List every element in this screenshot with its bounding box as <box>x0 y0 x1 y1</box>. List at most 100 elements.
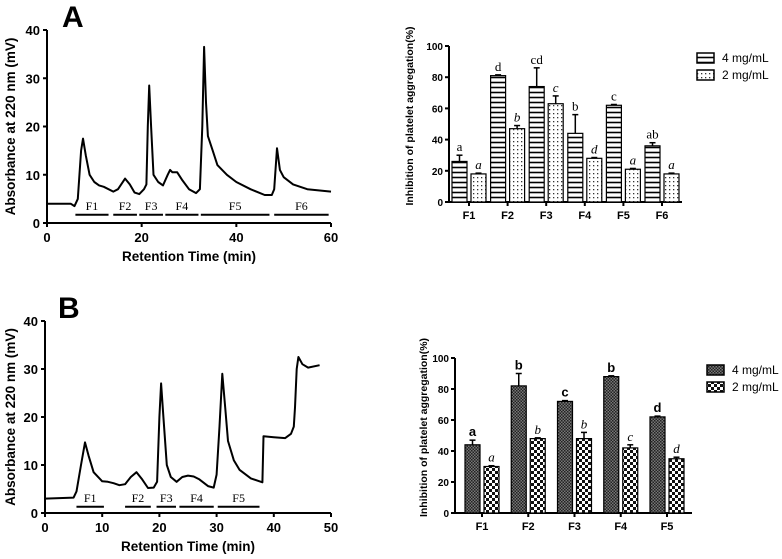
y-tick-label: 20 <box>432 167 444 178</box>
x-tick-label: 30 <box>209 520 223 535</box>
significance-letter: a <box>475 157 482 172</box>
y-tick-label: 40 <box>432 136 444 147</box>
bar-4-mg-mL-F5 <box>649 416 666 514</box>
fraction-label: F6 <box>295 199 308 213</box>
x-tick-label: F5 <box>617 210 630 222</box>
x-tick-label: F6 <box>656 210 669 222</box>
significance-letter: d <box>673 441 680 456</box>
y-tick-label: 0 <box>443 509 449 520</box>
y-tick-label: 60 <box>432 104 444 115</box>
significance-letter: a <box>469 424 477 439</box>
y-tick-label: 40 <box>24 314 38 329</box>
x-axis-title: Retention Time (min) <box>122 249 256 264</box>
bar-4-mg-mL-F5 <box>605 104 623 203</box>
bar-2-mg-mL-F2 <box>529 438 546 514</box>
x-tick-label: 20 <box>152 520 166 535</box>
x-tick-label: F5 <box>661 521 674 533</box>
x-tick-label: 10 <box>95 520 109 535</box>
y-axis-title: Absorbance at 220 nm (mV) <box>3 38 18 216</box>
legend-swatch <box>706 381 725 393</box>
y-tick-label: 20 <box>438 478 450 489</box>
significance-letter: ab <box>646 127 658 142</box>
x-tick-label: F2 <box>522 521 535 533</box>
x-tick-label: 0 <box>43 230 50 245</box>
y-tick-label: 80 <box>432 73 444 84</box>
significance-letter: c <box>611 89 617 104</box>
y-tick-label: 30 <box>24 362 38 377</box>
legend-swatch <box>706 364 725 376</box>
significance-letter: a <box>457 139 463 154</box>
chromatogram-a: 0 20 40 60 0 10 20 30 40 Retention Time (min) Abso… <box>3 23 338 264</box>
x-tick-label: 0 <box>41 520 48 535</box>
x-tick-label: F2 <box>501 210 514 222</box>
y-tick-label: 10 <box>24 458 38 473</box>
significance-letter: b <box>607 360 615 375</box>
y-tick-label: 30 <box>26 71 40 86</box>
significance-letter: c <box>561 385 568 400</box>
legend-swatch <box>696 52 715 64</box>
x-tick-label: F4 <box>614 521 628 533</box>
bar-4-mg-mL-F3 <box>556 400 574 514</box>
bar-4-mg-mL-F1 <box>451 160 468 203</box>
bar-chart-a: 0 20 40 60 80 100 Inhibition of platelet aggre… <box>404 26 769 222</box>
x-tick-label: F1 <box>476 521 489 533</box>
y-tick-label: 40 <box>438 447 450 458</box>
y-axis-title: Inhibition of platelet aggregation(%) <box>418 338 430 517</box>
y-tick-label: 10 <box>26 168 40 183</box>
y-tick-label: 20 <box>24 410 38 425</box>
x-tick-label: 40 <box>229 230 243 245</box>
significance-letter: c <box>553 80 559 95</box>
x-tick-label: 60 <box>324 230 338 245</box>
fraction-label: F2 <box>119 199 132 213</box>
bar-4-mg-mL-F1 <box>464 444 481 514</box>
fraction-label: F3 <box>145 199 158 213</box>
bar-4-mg-mL-F6 <box>644 145 661 203</box>
fraction-label: F4 <box>176 199 189 213</box>
x-axis-title: Retention Time (min) <box>121 539 255 554</box>
legend-label: 2 mg/mL <box>722 68 769 82</box>
x-tick-label: F1 <box>463 210 476 222</box>
fraction-label: F2 <box>132 491 145 505</box>
significance-letter: a <box>668 157 675 172</box>
significance-letter: d <box>654 400 662 415</box>
y-tick-label: 100 <box>426 42 443 53</box>
significance-letter: b <box>572 99 579 114</box>
bar-2-mg-mL-F5 <box>624 168 642 203</box>
fraction-label: F5 <box>229 199 242 213</box>
legend-label: 4 mg/mL <box>722 51 769 65</box>
y-tick-label: 0 <box>437 198 443 209</box>
y-tick-label: 40 <box>26 23 40 38</box>
bar-4-mg-mL-F4 <box>603 376 620 514</box>
panel-label-b: B <box>58 292 80 325</box>
significance-letter: d <box>495 59 502 74</box>
bar-2-mg-mL-F3 <box>575 438 593 514</box>
bar-2-mg-mL-F3 <box>547 103 564 203</box>
fraction-label: F1 <box>86 199 99 213</box>
y-axis-title: Inhibition of platelet aggregation(%) <box>404 26 416 205</box>
fraction-label: F1 <box>84 491 97 505</box>
y-tick-label: 60 <box>438 416 450 427</box>
significance-letter: b <box>581 416 588 431</box>
significance-letter: b <box>514 110 521 125</box>
bar-2-mg-mL-F1 <box>483 465 500 514</box>
bar-2-mg-mL-F2 <box>509 128 526 203</box>
x-tick-label: 50 <box>324 520 338 535</box>
significance-letter: d <box>591 142 598 157</box>
y-tick-label: 0 <box>33 216 40 231</box>
significance-letter: a <box>630 152 637 167</box>
x-tick-label: F4 <box>578 210 592 222</box>
bar-2-mg-mL-F4 <box>586 157 603 203</box>
significance-letter: a <box>488 450 495 465</box>
fraction-label: F3 <box>160 491 173 505</box>
y-tick-label: 80 <box>438 385 450 396</box>
legend-swatch <box>696 69 715 81</box>
chromatogram-b: 0 10 20 30 40 50 0 10 20 30 40 Retention Time (min)… <box>3 314 338 554</box>
panel-label-a: A <box>62 1 84 34</box>
y-tick-label: 20 <box>26 120 40 135</box>
x-tick-label: 40 <box>267 520 281 535</box>
x-tick-label: F3 <box>568 521 581 533</box>
bar-4-mg-mL-F2 <box>490 75 507 203</box>
bar-4-mg-mL-F4 <box>567 132 584 203</box>
bar-2-mg-mL-F1 <box>470 173 487 203</box>
